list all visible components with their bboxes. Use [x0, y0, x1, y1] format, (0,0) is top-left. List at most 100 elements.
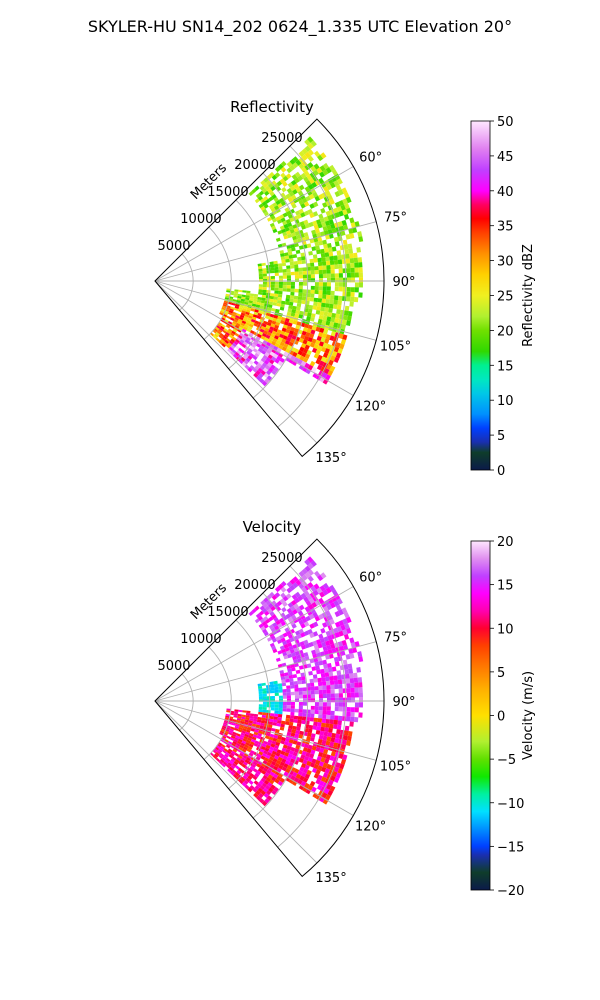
echo-gate [280, 330, 286, 336]
echo-gate [298, 709, 303, 713]
echo-gate [320, 757, 326, 763]
echo-gate [280, 723, 285, 728]
echo-gate [322, 710, 327, 715]
echo-gate [303, 232, 309, 237]
echo-gate [286, 695, 291, 699]
echo-gate [271, 369, 277, 375]
echo-gate [342, 319, 347, 326]
echo-gate [315, 358, 321, 365]
echo-gate [236, 299, 241, 303]
echo-gate [261, 323, 267, 328]
echo-gate [242, 728, 247, 732]
echo-gate [277, 756, 283, 762]
velocity-panel: Velocity 50001000015000200002500060°75°9… [154, 518, 536, 899]
echo-gate [220, 338, 225, 343]
echo-gate [297, 350, 303, 356]
echo-gate [261, 294, 267, 299]
echo-gate [334, 241, 340, 247]
echo-gate [270, 323, 276, 328]
echo-gate [248, 722, 253, 726]
echo-gate [219, 747, 224, 752]
echo-gate [297, 779, 303, 785]
echo-gate [304, 323, 309, 329]
echo-gate [297, 296, 303, 301]
echo-gate [248, 743, 254, 748]
echo-gate [319, 637, 325, 644]
echo-gate [257, 753, 262, 759]
echo-gate [252, 775, 258, 781]
echo-gate [244, 784, 250, 790]
echo-gate [271, 356, 277, 362]
echo-gate [329, 618, 335, 625]
echo-gate [322, 582, 329, 590]
echo-gate [239, 759, 245, 764]
echo-gate [347, 277, 351, 283]
echo-gate [264, 757, 269, 762]
echo-gate [301, 679, 306, 684]
echo-gate [252, 787, 258, 793]
echo-gate [342, 239, 348, 245]
echo-gate [323, 731, 329, 737]
echo-gate [283, 741, 289, 746]
echo-gate [342, 198, 348, 205]
echo-gate [319, 310, 325, 316]
echo-gate [259, 328, 265, 333]
echo-gate [244, 301, 249, 305]
echo-gate [245, 712, 251, 716]
angular-tick-label: 75° [384, 211, 407, 226]
radial-tick-label: 10000 [180, 632, 221, 647]
echo-gate [309, 598, 315, 604]
echo-gate [315, 730, 321, 735]
echo-gate [318, 294, 323, 299]
echo-gate [246, 309, 251, 313]
echo-gate [343, 697, 347, 703]
radial-gridline [277, 145, 347, 428]
echo-gate [245, 777, 251, 783]
echo-gate [265, 600, 272, 606]
echo-gate [343, 315, 348, 321]
echo-gate [318, 734, 324, 740]
echo-gate [274, 172, 281, 178]
echo-gate [283, 643, 289, 649]
echo-gate [238, 767, 243, 773]
echo-gate [297, 256, 302, 261]
echo-gate [322, 693, 327, 699]
echo-gate [262, 712, 267, 716]
echo-gate [289, 578, 296, 585]
echo-gate [307, 208, 313, 215]
echo-gate [348, 228, 354, 234]
echo-gate [272, 773, 279, 779]
echo-gate [322, 265, 327, 270]
echo-gate [279, 726, 285, 731]
echo-gate [239, 305, 244, 309]
echo-gate [343, 644, 349, 651]
echo-gate [214, 333, 219, 338]
echo-gate [349, 301, 354, 307]
echo-gate [330, 715, 335, 720]
echo-gate [305, 195, 311, 202]
echo-gate [303, 201, 310, 207]
reflectivity-title: Reflectivity [230, 98, 314, 116]
echo-gate [263, 631, 269, 637]
echo-gate [271, 340, 277, 346]
echo-gate [254, 618, 260, 624]
echo-gate [258, 273, 263, 277]
radial-gridline [203, 226, 232, 340]
echo-gate [285, 173, 292, 179]
echo-gate [271, 614, 277, 620]
echo-gate [233, 340, 239, 346]
echo-gate [279, 178, 286, 184]
echo-gate [257, 312, 262, 317]
echo-gate [252, 348, 258, 353]
echo-gate [266, 742, 272, 747]
echo-gate [285, 356, 291, 362]
echo-gate [264, 772, 270, 778]
echo-gate [261, 297, 266, 301]
echo-gate [320, 726, 325, 732]
echo-gate [287, 333, 293, 339]
echo-gate [314, 266, 319, 271]
echo-gate [240, 720, 245, 724]
colorbar-tick-label: 20 [497, 324, 514, 339]
echo-gate [267, 727, 272, 731]
echo-gate [268, 316, 274, 321]
